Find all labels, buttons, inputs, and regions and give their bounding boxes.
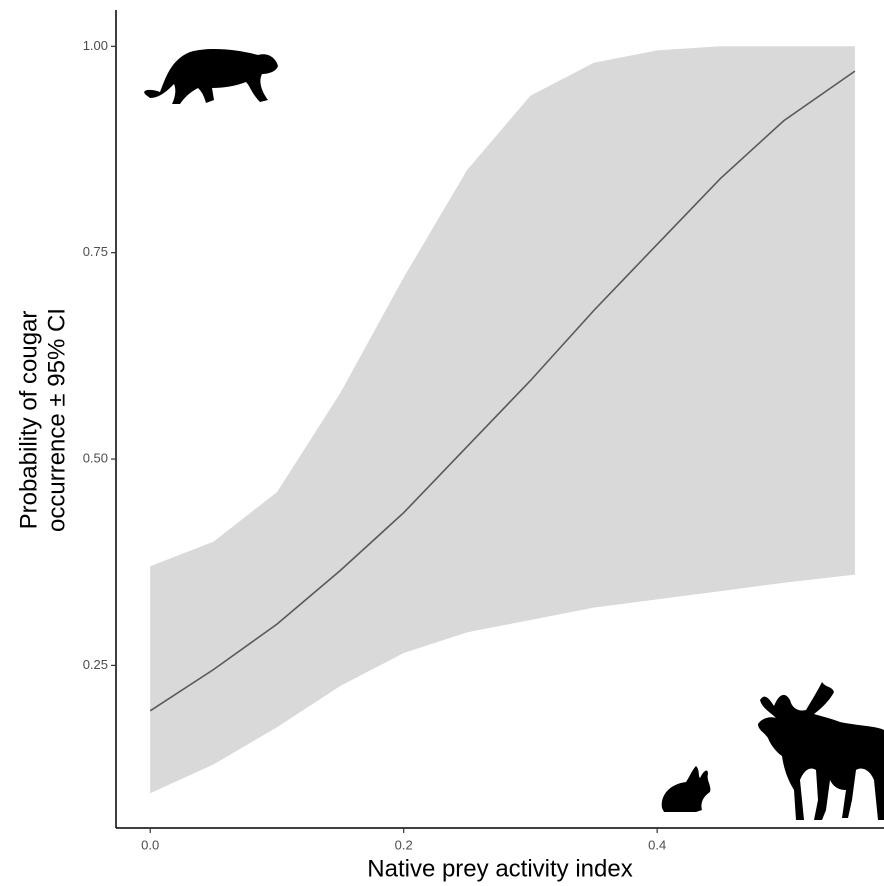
probability-line [149, 70, 856, 712]
x-axis-title: Native prey activity index [367, 855, 632, 882]
x-tick-label: 0.0 [141, 837, 159, 852]
y-axis-title: Probability of cougar [15, 311, 42, 530]
cougar-silhouette [144, 48, 278, 104]
x-tick-label: 0.4 [648, 837, 666, 852]
y-axis-title: occurrence ± 95% CI [43, 308, 70, 532]
y-tick-label: 1.00 [83, 38, 108, 53]
moose-silhouette [758, 682, 884, 820]
hare-silhouette [661, 766, 711, 812]
y-tick-label: 0.75 [83, 244, 108, 259]
y-tick-label: 0.25 [83, 657, 108, 672]
confidence-band [150, 46, 855, 794]
x-tick-label: 0.2 [395, 837, 413, 852]
y-tick-label: 0.50 [83, 450, 108, 465]
